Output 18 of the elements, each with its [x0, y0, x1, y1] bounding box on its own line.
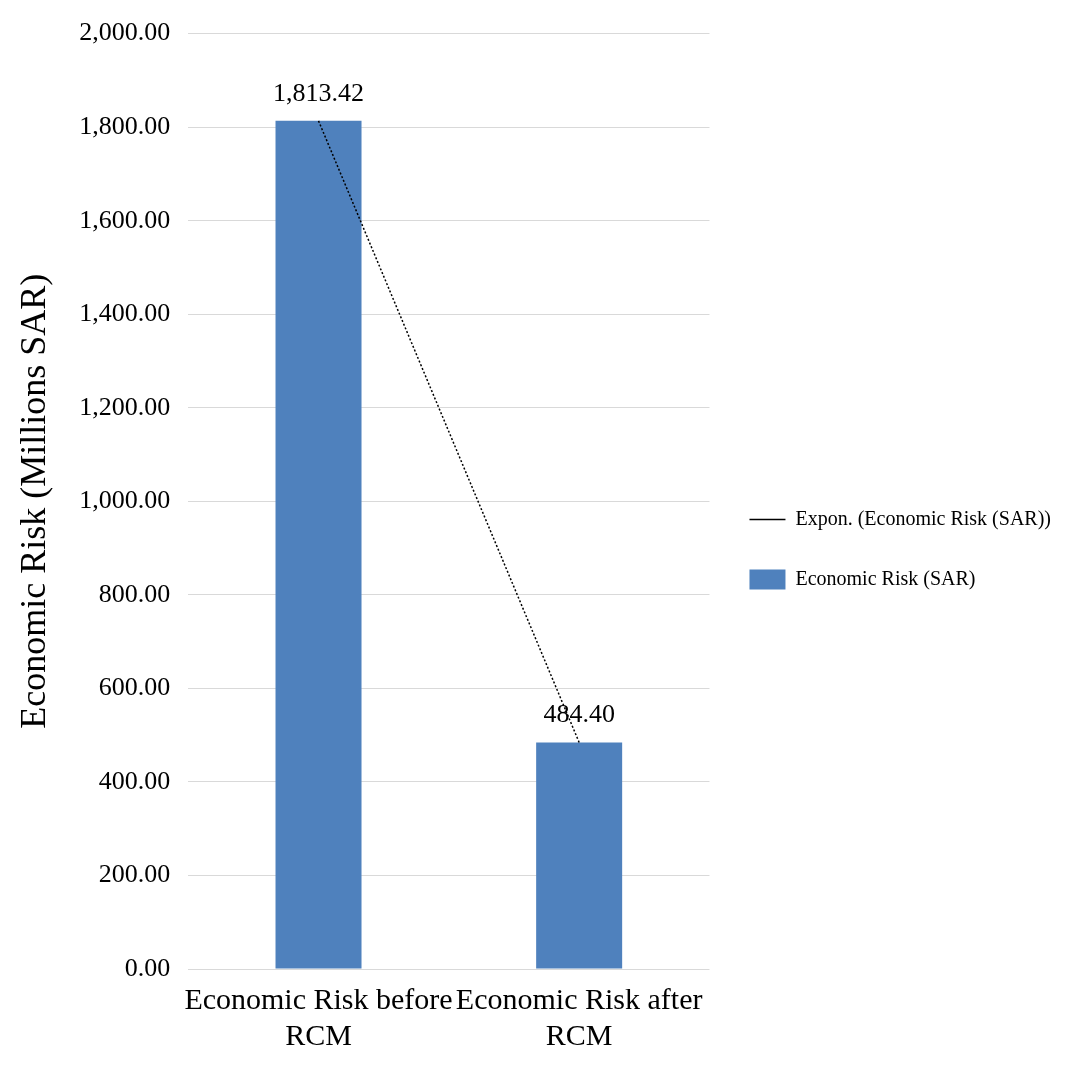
legend-label: Expon. (Economic Risk (SAR)) — [795, 506, 1051, 530]
y-tick-label: 800.00 — [98, 578, 171, 608]
y-axis-title: Economic Risk (Millions SAR) — [13, 273, 54, 729]
x-tick-label: Economic Risk before RCM — [184, 981, 453, 1051]
y-tick-label: 1,200.00 — [79, 391, 171, 421]
y-tick-label: 1,600.00 — [79, 204, 171, 234]
y-tick-label: 600.00 — [98, 672, 171, 702]
y-tick-label: 400.00 — [98, 765, 171, 795]
y-tick-label: 1,400.00 — [79, 298, 171, 328]
y-tick-label: 1,000.00 — [79, 485, 171, 515]
y-tick-label: 2,000.00 — [79, 17, 171, 47]
data-label: 1,813.42 — [273, 77, 365, 107]
legend-label: Economic Risk (SAR) — [795, 566, 976, 590]
y-tick-label: 1,800.00 — [79, 110, 171, 140]
y-tick-label: 200.00 — [98, 859, 171, 889]
x-tick-label: Economic Risk after RCM — [455, 981, 703, 1051]
y-tick-label: 0.00 — [124, 952, 171, 982]
data-label: 484.40 — [543, 699, 615, 729]
